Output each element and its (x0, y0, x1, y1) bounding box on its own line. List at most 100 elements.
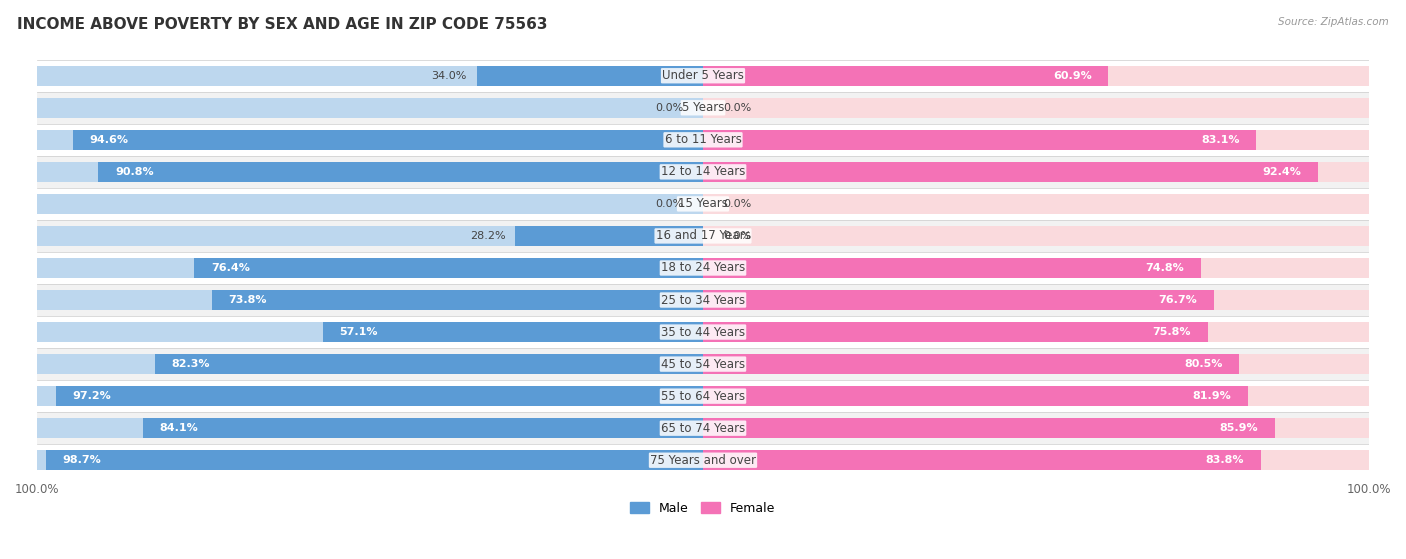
Bar (703, 258, 1369, 278)
Text: 74.8%: 74.8% (1146, 263, 1184, 273)
Bar (703, 130, 1369, 150)
Bar (37, 418, 703, 438)
Bar (703, 386, 1249, 406)
Bar (37, 284, 1369, 316)
Text: 57.1%: 57.1% (339, 327, 378, 337)
Bar (155, 354, 703, 374)
Bar (37, 92, 1369, 124)
Text: Under 5 Years: Under 5 Years (662, 69, 744, 82)
Bar (37, 252, 1369, 284)
Text: 0.0%: 0.0% (655, 199, 683, 209)
Bar (703, 418, 1275, 438)
Bar (477, 66, 703, 86)
Text: 60.9%: 60.9% (1053, 71, 1092, 80)
Bar (703, 322, 1369, 342)
Bar (37, 98, 703, 118)
Text: 25 to 34 Years: 25 to 34 Years (661, 293, 745, 306)
Bar (703, 451, 1369, 470)
Bar (703, 98, 1369, 118)
Bar (37, 220, 1369, 252)
Text: Source: ZipAtlas.com: Source: ZipAtlas.com (1278, 17, 1389, 27)
Text: 6 to 11 Years: 6 to 11 Years (665, 133, 741, 146)
Bar (703, 290, 1213, 310)
Bar (98, 162, 703, 182)
Bar (37, 444, 1369, 476)
Text: 73.8%: 73.8% (228, 295, 267, 305)
Bar (703, 290, 1369, 310)
Bar (37, 124, 1369, 156)
Text: 82.3%: 82.3% (172, 359, 211, 369)
Bar (703, 66, 1108, 86)
Bar (143, 418, 703, 438)
Text: 81.9%: 81.9% (1192, 391, 1232, 401)
Text: 15 Years: 15 Years (678, 197, 728, 210)
Bar (37, 290, 703, 310)
Bar (703, 322, 1208, 342)
Bar (37, 194, 703, 214)
Text: 85.9%: 85.9% (1219, 423, 1258, 433)
Bar (37, 60, 1369, 92)
Text: INCOME ABOVE POVERTY BY SEX AND AGE IN ZIP CODE 75563: INCOME ABOVE POVERTY BY SEX AND AGE IN Z… (17, 17, 547, 32)
Text: 94.6%: 94.6% (90, 135, 129, 145)
Bar (37, 130, 703, 150)
Bar (37, 188, 1369, 220)
Bar (194, 258, 703, 278)
Text: 98.7%: 98.7% (62, 455, 101, 465)
Bar (703, 162, 1319, 182)
Bar (37, 386, 703, 406)
Text: 28.2%: 28.2% (470, 231, 505, 241)
Text: 0.0%: 0.0% (723, 199, 751, 209)
Bar (37, 156, 1369, 188)
Text: 80.5%: 80.5% (1184, 359, 1222, 369)
Text: 97.2%: 97.2% (73, 391, 111, 401)
Bar (703, 354, 1239, 374)
Text: 5 Years: 5 Years (682, 101, 724, 114)
Text: 76.4%: 76.4% (211, 263, 250, 273)
Text: 65 to 74 Years: 65 to 74 Years (661, 421, 745, 435)
Bar (37, 162, 703, 182)
Bar (703, 194, 1369, 214)
Bar (37, 451, 703, 470)
Text: 0.0%: 0.0% (655, 103, 683, 113)
Text: 55 to 64 Years: 55 to 64 Years (661, 390, 745, 402)
Text: 76.7%: 76.7% (1159, 295, 1197, 305)
Bar (515, 226, 703, 246)
Bar (703, 226, 1369, 246)
Text: 84.1%: 84.1% (160, 423, 198, 433)
Bar (703, 354, 1369, 374)
Bar (56, 386, 703, 406)
Text: 12 to 14 Years: 12 to 14 Years (661, 165, 745, 178)
Text: 83.1%: 83.1% (1201, 135, 1240, 145)
Bar (703, 162, 1369, 182)
Bar (37, 412, 1369, 444)
Text: 45 to 54 Years: 45 to 54 Years (661, 358, 745, 371)
Text: 0.0%: 0.0% (723, 231, 751, 241)
Bar (37, 226, 703, 246)
Bar (703, 130, 1256, 150)
Text: 75 Years and over: 75 Years and over (650, 454, 756, 467)
Text: 35 to 44 Years: 35 to 44 Years (661, 325, 745, 339)
Bar (212, 290, 703, 310)
Text: 18 to 24 Years: 18 to 24 Years (661, 262, 745, 274)
Text: 0.0%: 0.0% (723, 103, 751, 113)
Bar (703, 66, 1369, 86)
Legend: Male, Female: Male, Female (626, 497, 780, 520)
Bar (703, 258, 1201, 278)
Text: 75.8%: 75.8% (1153, 327, 1191, 337)
Bar (46, 451, 703, 470)
Bar (37, 348, 1369, 380)
Text: 92.4%: 92.4% (1263, 167, 1302, 177)
Bar (37, 354, 703, 374)
Text: 16 and 17 Years: 16 and 17 Years (655, 229, 751, 243)
Text: 90.8%: 90.8% (115, 167, 153, 177)
Bar (703, 418, 1369, 438)
Bar (703, 386, 1369, 406)
Bar (323, 322, 703, 342)
Bar (73, 130, 703, 150)
Bar (37, 66, 703, 86)
Text: 83.8%: 83.8% (1206, 455, 1244, 465)
Bar (37, 322, 703, 342)
Text: 34.0%: 34.0% (432, 71, 467, 80)
Bar (37, 380, 1369, 412)
Bar (37, 316, 1369, 348)
